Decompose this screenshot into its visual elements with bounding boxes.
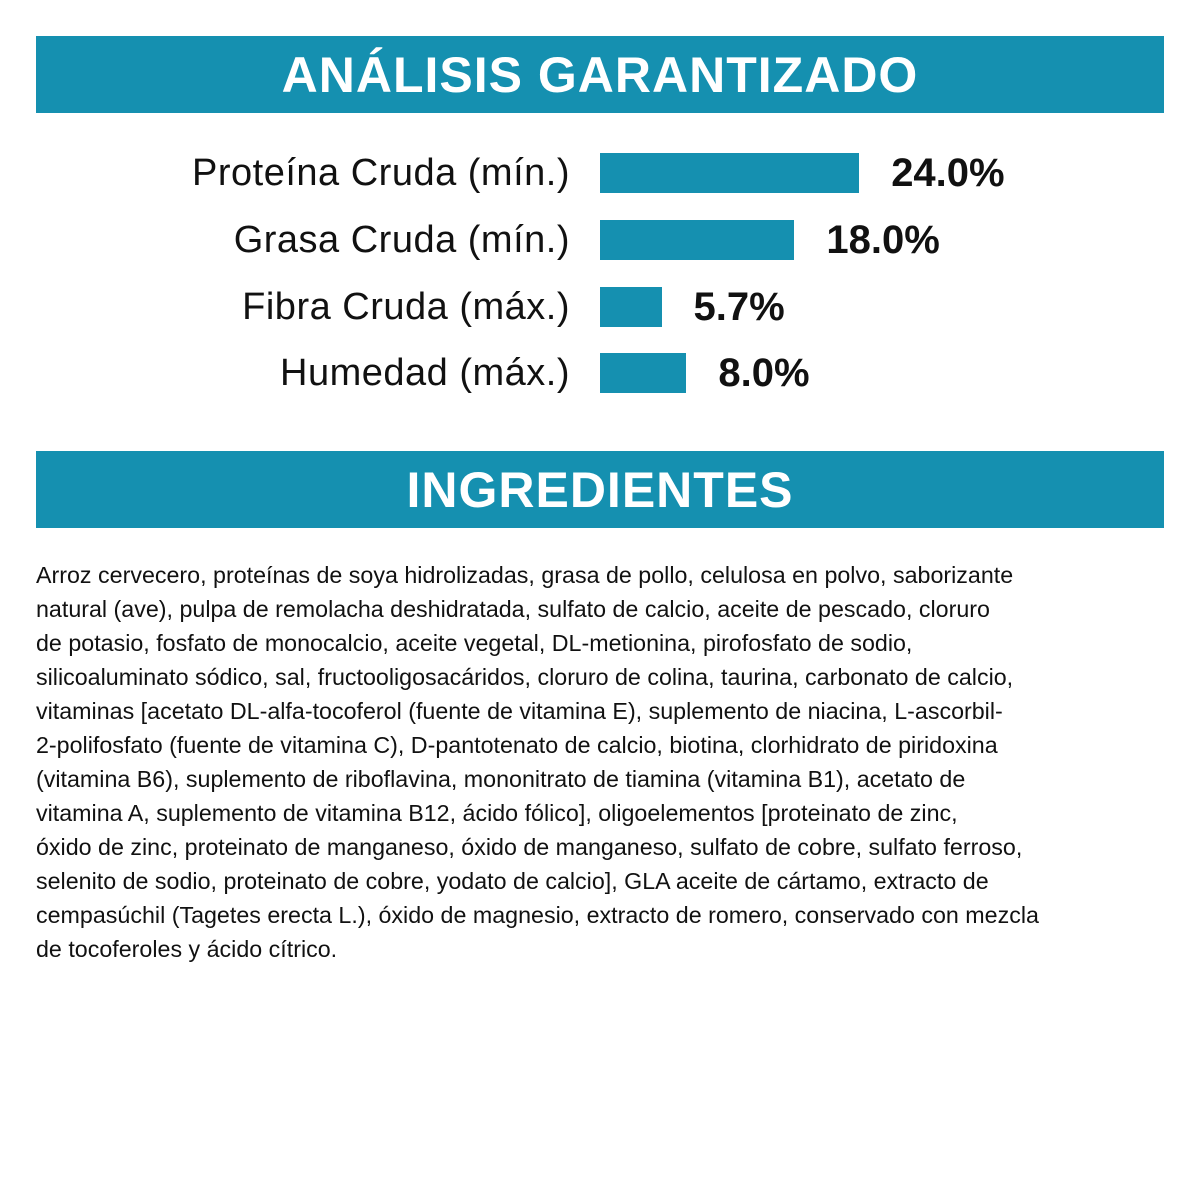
analysis-header: ANÁLISIS GARANTIZADO — [36, 36, 1164, 113]
bar — [600, 353, 687, 393]
category-label: Proteína Cruda (mín.) — [192, 152, 570, 194]
analysis-title: ANÁLISIS GARANTIZADO — [281, 46, 919, 103]
ingredients-header: INGREDIENTES — [36, 451, 1164, 528]
ingredients-line: Arroz cervecero, proteínas de soya hidro… — [36, 562, 1014, 588]
ingredients-line: cempasúchil (Tagetes erecta L.), óxido d… — [36, 902, 1039, 928]
ingredients-text: Arroz cervecero, proteínas de soya hidro… — [36, 558, 1176, 966]
ingredients-line: vitamina A, suplemento de vitamina B12, … — [36, 800, 958, 826]
bar — [600, 153, 860, 193]
chart-row: Grasa Cruda (mín.) 18.0% — [0, 220, 1200, 260]
ingredients-line: de tocoferoles y ácido cítrico. — [36, 936, 338, 962]
chart-row: Humedad (máx.) 8.0% — [0, 353, 1200, 393]
category-label: Fibra Cruda (máx.) — [242, 286, 570, 328]
bar — [600, 287, 662, 327]
category-label: Grasa Cruda (mín.) — [233, 219, 570, 261]
ingredients-line: silicoaluminato sódico, sal, fructooligo… — [36, 664, 1014, 690]
ingredients-line: 2-polifosfato (fuente de vitamina C), D-… — [36, 732, 998, 758]
ingredients-line: selenito de sodio, proteinato de cobre, … — [36, 868, 989, 894]
value-label: 24.0% — [891, 151, 1005, 195]
ingredients-title: INGREDIENTES — [406, 461, 794, 518]
category-label: Humedad (máx.) — [280, 352, 570, 394]
ingredients-line: natural (ave), pulpa de remolacha deshid… — [36, 596, 990, 622]
value-label: 5.7% — [693, 285, 785, 329]
chart-row: Proteína Cruda (mín.) 24.0% — [0, 153, 1200, 193]
value-label: 18.0% — [826, 218, 940, 262]
ingredients-line: de potasio, fosfato de monocalcio, aceit… — [36, 630, 913, 656]
value-label: 8.0% — [718, 351, 810, 395]
chart-row: Fibra Cruda (máx.) 5.7% — [0, 287, 1200, 327]
ingredients-line: vitaminas [acetato DL-alfa-tocoferol (fu… — [36, 698, 1003, 724]
ingredients-line: óxido de zinc, proteinato de manganeso, … — [36, 834, 1023, 860]
ingredients-line: (vitamina B6), suplemento de riboflavina… — [36, 766, 966, 792]
bar — [600, 220, 795, 260]
